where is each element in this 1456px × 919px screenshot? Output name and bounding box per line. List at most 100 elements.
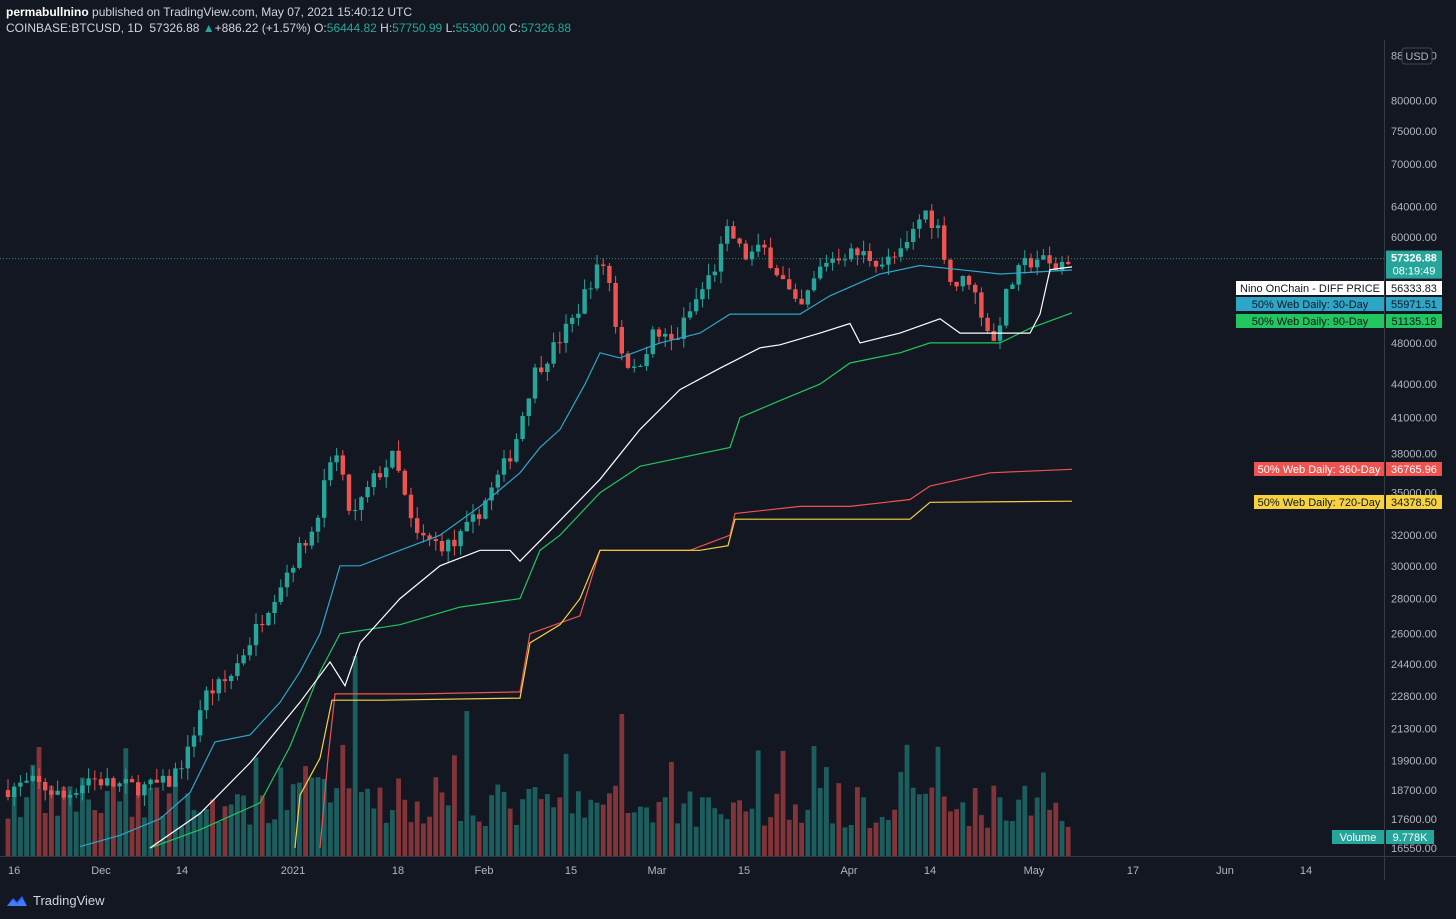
volume-bar xyxy=(67,786,73,856)
candle xyxy=(632,358,637,373)
price-tick-label: 75000.00 xyxy=(1391,126,1437,138)
candle xyxy=(123,768,128,794)
series-name: 50% Web Daily: 720-Day xyxy=(1258,497,1381,509)
volume-bar xyxy=(886,819,891,856)
candle xyxy=(601,258,606,275)
currency-label[interactable]: USD xyxy=(1401,47,1433,65)
candle xyxy=(1041,248,1046,260)
volume-bar xyxy=(191,810,197,856)
volume-bar xyxy=(687,791,693,856)
candle xyxy=(929,204,934,240)
volume-bar xyxy=(452,755,457,856)
candle xyxy=(687,302,693,320)
time-tick-label: Feb xyxy=(475,865,494,877)
candle xyxy=(396,440,401,473)
volume-name: Volume xyxy=(1340,832,1377,844)
candle xyxy=(61,785,66,800)
candle xyxy=(898,238,903,262)
volume-bar xyxy=(545,794,550,856)
series-value: 55971.51 xyxy=(1391,299,1437,311)
candle xyxy=(80,779,85,801)
price-tick-label: 26000.00 xyxy=(1391,629,1437,641)
candle xyxy=(656,327,662,344)
candle xyxy=(619,319,624,361)
candle xyxy=(247,637,252,661)
candle xyxy=(1059,256,1065,275)
volume-bar xyxy=(30,764,36,856)
candle xyxy=(805,289,810,308)
candle xyxy=(650,326,655,358)
candle xyxy=(371,470,376,496)
candle xyxy=(340,450,345,481)
volume-bar xyxy=(960,802,966,856)
volume-bar xyxy=(86,799,91,856)
candle xyxy=(154,768,159,783)
volume-bar xyxy=(917,794,922,856)
symbol-label[interactable]: COINBASE:BTCUSD, 1D xyxy=(6,21,143,35)
volume-bar xyxy=(743,811,749,856)
volume-bar xyxy=(1059,821,1065,856)
price-tick-label: 32000.00 xyxy=(1391,530,1437,542)
volume-bar xyxy=(5,818,11,856)
candle xyxy=(179,760,184,780)
volume-bar xyxy=(898,771,904,856)
volume-bar xyxy=(222,806,228,856)
volume-bar xyxy=(247,824,253,856)
candle xyxy=(1022,250,1027,274)
volume-bar xyxy=(359,792,364,856)
tradingview-logo-icon xyxy=(7,896,27,906)
price-tick-label: 28000.00 xyxy=(1391,594,1437,606)
volume-bar xyxy=(954,809,959,856)
price-change: +886.22 (+1.57%) xyxy=(214,21,311,35)
candle xyxy=(253,613,259,657)
candle xyxy=(923,210,928,224)
volume-bar xyxy=(470,815,476,856)
candle xyxy=(291,565,296,583)
candle xyxy=(433,531,438,551)
volume-bar xyxy=(166,793,172,856)
volume-bar xyxy=(476,821,482,856)
candle xyxy=(36,768,42,789)
candle xyxy=(824,254,829,272)
time-tick-label: 15 xyxy=(565,865,577,877)
volume-bar xyxy=(948,811,953,856)
candle xyxy=(607,263,612,292)
volume-bar xyxy=(700,797,705,856)
volume-bar xyxy=(365,788,370,856)
author-name[interactable]: permabullnino xyxy=(6,5,89,19)
candle xyxy=(663,328,668,347)
volume-bar xyxy=(321,779,327,856)
volume-bar xyxy=(135,794,141,856)
price-axis[interactable]: 88000.0080000.0075000.0070000.0064000.00… xyxy=(1391,50,1437,855)
volume-bar xyxy=(1047,809,1052,856)
time-axis[interactable]: 16 Dec 14 2021 18 Feb 15 Mar 15 Apr 14 May 17 Jun 14 xyxy=(8,865,1312,877)
volume-bar xyxy=(383,822,389,856)
candle xyxy=(830,252,835,271)
volume-bar xyxy=(129,816,135,856)
series-tag: Nino OnChain - DIFF PRICE 56333.83 xyxy=(1236,281,1442,295)
candle xyxy=(1004,288,1009,329)
candle xyxy=(706,263,711,300)
tradingview-brand[interactable]: TradingView xyxy=(6,893,105,908)
volume-bar xyxy=(204,809,209,856)
volume-bar xyxy=(848,825,854,856)
candle xyxy=(458,528,463,555)
volume-bar xyxy=(693,826,699,856)
volume-bar xyxy=(656,802,662,856)
volume-bar xyxy=(1034,797,1040,856)
time-tick-label: 2021 xyxy=(281,865,305,877)
candle xyxy=(1053,257,1058,271)
price-tick-label: 22800.00 xyxy=(1391,691,1437,703)
candle xyxy=(638,364,643,368)
candle xyxy=(464,510,469,532)
volume-bar xyxy=(551,807,556,856)
candle xyxy=(731,221,736,239)
volume-bar xyxy=(892,809,897,856)
series-tag: 50% Web Daily: 720-Day 34378.50 xyxy=(1254,495,1442,509)
price-chart[interactable]: 88000.0080000.0075000.0070000.0064000.00… xyxy=(0,40,1456,880)
candle xyxy=(712,264,717,282)
volume-bar xyxy=(855,787,860,856)
volume-bar xyxy=(340,744,346,856)
volume-bar xyxy=(272,819,277,856)
candle xyxy=(111,776,116,788)
